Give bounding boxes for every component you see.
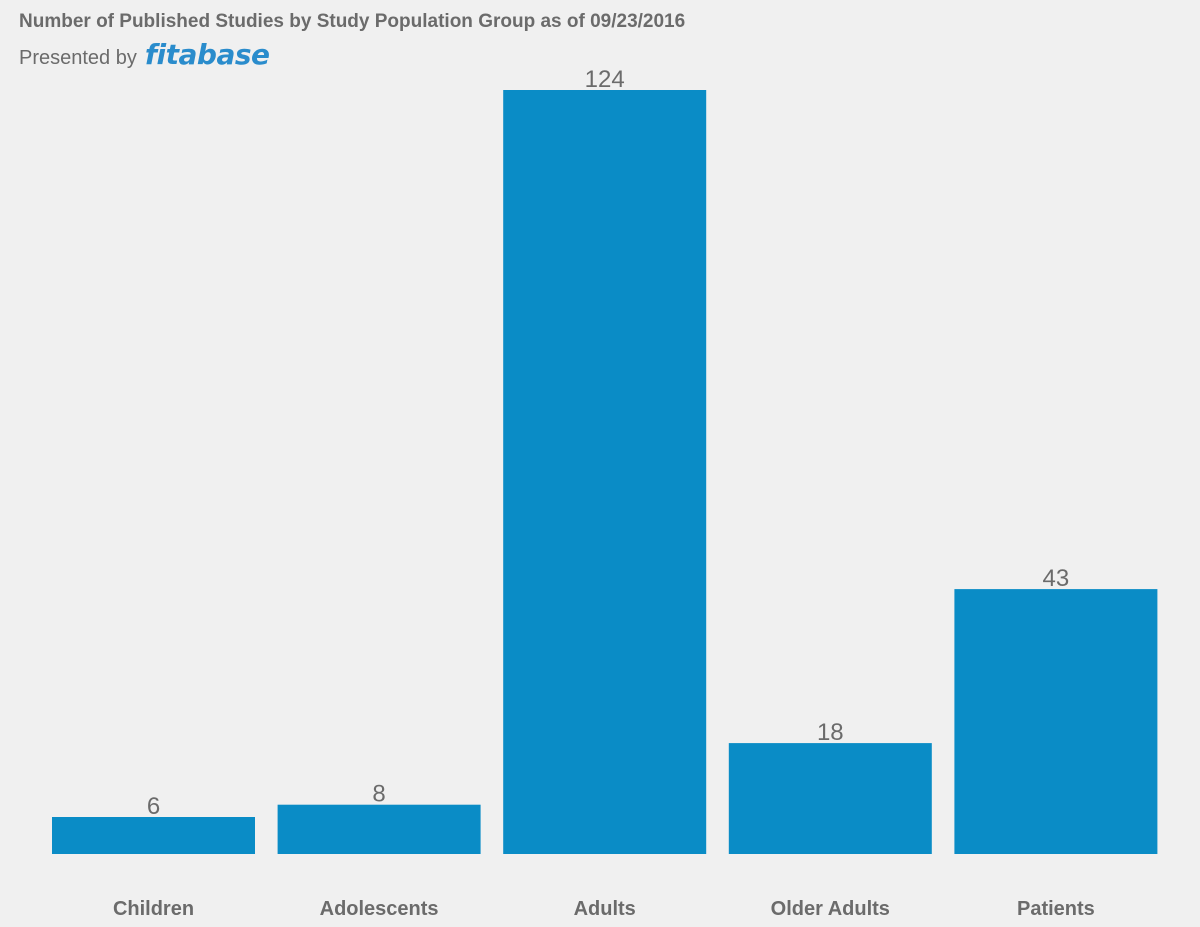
bar-children [52,817,255,854]
fitabase-logo: fitabase [144,38,270,71]
data-label: 124 [585,66,625,93]
data-label: 6 [147,793,160,820]
presented-by-label: Presented by [19,47,137,69]
x-tick-label: Older Adults [771,898,890,920]
data-label: 18 [817,719,844,746]
x-tick-label: Adults [574,898,636,920]
data-label: 43 [1043,565,1070,592]
bar-adolescents [277,804,481,854]
chart-title: Number of Published Studies by Study Pop… [19,11,686,32]
bar-adults [503,90,707,854]
x-tick-label: Adolescents [320,898,439,920]
x-tick-label: Patients [1017,898,1095,920]
bar-older-adults [728,743,932,854]
x-tick-label: Children [113,898,194,920]
bar-patients [954,589,1158,854]
presented-by: Presented by fitabase [19,38,270,71]
data-label: 8 [372,781,385,808]
